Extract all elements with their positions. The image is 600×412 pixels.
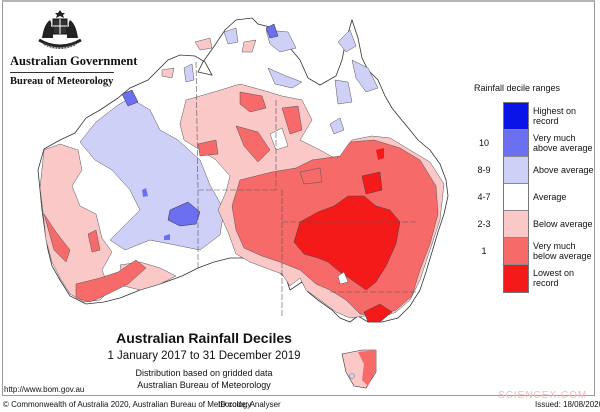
copyright-notice: © Commonwealth of Australia 2020, Austra… bbox=[3, 400, 252, 409]
legend-range: 1 bbox=[481, 246, 487, 256]
legend-range: 10 bbox=[478, 138, 489, 148]
legend-swatch-very-much-below bbox=[504, 238, 528, 265]
legend-swatch-average bbox=[504, 184, 528, 211]
legend-title: Rainfall decile ranges bbox=[474, 83, 561, 93]
id-code: ID code: Analyser bbox=[218, 400, 281, 409]
legend-swatch-very-much-above bbox=[504, 130, 528, 157]
issued-date: Issued: 18/08/2020 bbox=[535, 400, 600, 409]
map-note-source: Australian Bureau of Meteorology bbox=[137, 380, 271, 390]
bom-url-link[interactable]: http://www.bom.gov.au bbox=[4, 385, 85, 394]
bom-logo: Australian Government Bureau of Meteorol… bbox=[10, 8, 138, 87]
watermark: SCIENCEX.COM bbox=[498, 390, 588, 401]
divider bbox=[10, 72, 114, 73]
legend-label: Average bbox=[533, 192, 567, 202]
map-period: 1 January 2017 to 31 December 2019 bbox=[107, 350, 301, 362]
legend-swatch-below bbox=[504, 211, 528, 238]
coat-of-arms-icon bbox=[38, 10, 82, 49]
legend-label: Below average bbox=[533, 219, 593, 229]
map-title: Australian Rainfall Deciles bbox=[116, 330, 292, 346]
legend-range: 2-3 bbox=[477, 219, 491, 229]
legend-swatch-above bbox=[504, 157, 528, 184]
legend-swatch-highest bbox=[504, 103, 528, 130]
legend-range: 8-9 bbox=[477, 165, 491, 175]
legend-label: Very much above average bbox=[533, 133, 593, 153]
legend-label: Highest on record bbox=[533, 106, 577, 126]
legend-color-bar bbox=[503, 102, 529, 293]
org-name: Australian Government bbox=[10, 54, 138, 68]
legend-label: Very much below average bbox=[533, 241, 592, 261]
agency-name: Bureau of Meteorology bbox=[10, 76, 114, 87]
legend-range: 4-7 bbox=[477, 192, 491, 202]
legend-label: Above average bbox=[533, 165, 594, 175]
legend-label: Lowest on record bbox=[533, 268, 575, 288]
map-note-distribution: Distribution based on gridded data bbox=[135, 368, 273, 378]
legend-swatch-lowest bbox=[504, 265, 528, 292]
